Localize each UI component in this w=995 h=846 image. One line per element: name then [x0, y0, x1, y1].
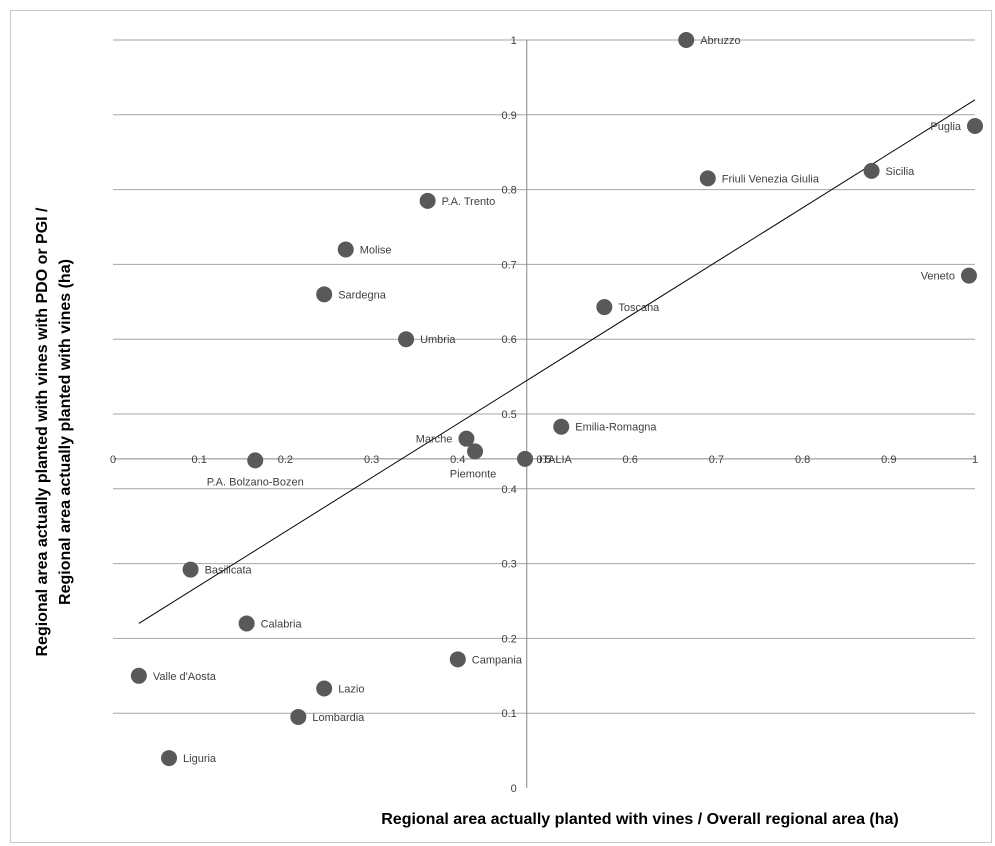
data-label: Umbria	[420, 334, 456, 346]
data-label: Abruzzo	[700, 35, 740, 47]
data-label: Emilia-Romagna	[575, 422, 657, 434]
y-tick-label: 0.8	[501, 185, 516, 197]
x-tick-label: 0.1	[192, 454, 207, 466]
data-label: Toscana	[618, 302, 660, 314]
y-tick-label: 0.5	[501, 409, 516, 421]
data-label: Campania	[472, 654, 523, 666]
x-tick-label: 0.2	[278, 454, 293, 466]
x-tick-label: 0	[110, 454, 116, 466]
data-point	[863, 162, 880, 179]
data-point	[467, 443, 484, 460]
x-tick-label: 0.4	[450, 454, 465, 466]
x-tick-label: 0.5	[536, 454, 551, 466]
data-point	[960, 267, 977, 284]
data-point	[596, 299, 613, 316]
data-label: P.A. Bolzano-Bozen	[207, 476, 304, 488]
y-tick-label: 0.6	[501, 334, 516, 346]
y-tick-label: 0.3	[501, 559, 516, 571]
y-tick-label: 0.7	[501, 259, 516, 271]
data-label: Lombardia	[312, 712, 365, 724]
x-axis-title: Regional area actually planted with vine…	[381, 811, 899, 828]
data-point	[182, 561, 199, 578]
trendline	[138, 99, 976, 624]
data-point	[161, 750, 178, 767]
data-point	[458, 430, 475, 447]
data-label: Sicilia	[886, 166, 916, 178]
data-label: ITALIA	[539, 454, 572, 466]
data-point	[398, 331, 415, 348]
data-label: Puglia	[930, 121, 961, 133]
data-label: P.A. Trento	[442, 196, 496, 208]
chart-frame	[10, 10, 992, 843]
data-point	[247, 452, 264, 469]
data-label: Veneto	[921, 271, 955, 283]
x-tick-label: 1	[972, 454, 978, 466]
y-tick-label: 0.9	[501, 110, 516, 122]
data-label: Sardegna	[338, 289, 387, 301]
data-point	[517, 450, 534, 467]
data-point	[553, 418, 570, 435]
data-point	[130, 667, 147, 684]
data-point	[449, 651, 466, 668]
data-label: Calabria	[261, 618, 303, 630]
data-point	[699, 170, 716, 187]
y-tick-label: 0.4	[501, 484, 516, 496]
data-point	[316, 286, 333, 303]
x-tick-label: 0.3	[364, 454, 379, 466]
x-tick-label: 0.7	[709, 454, 724, 466]
data-label: Liguria	[183, 753, 217, 765]
x-tick-label: 0.9	[881, 454, 896, 466]
y-tick-label: 0.2	[501, 633, 516, 645]
y-tick-label: 0	[511, 783, 517, 795]
data-point	[290, 708, 307, 725]
data-label: Basilicata	[205, 565, 253, 577]
data-label: Molise	[360, 244, 392, 256]
data-point	[678, 32, 695, 48]
data-point	[967, 118, 983, 135]
y-tick-label: 0.1	[501, 708, 516, 720]
data-point	[316, 680, 333, 697]
data-label: Valle d'Aosta	[153, 671, 217, 683]
data-label: Friuli Venezia Giulia	[722, 173, 820, 185]
data-point	[419, 192, 436, 209]
data-label: Piemonte	[450, 468, 496, 480]
data-point	[238, 615, 255, 632]
y-tick-label: 1	[511, 35, 517, 47]
y-axis-title-line-2: Regional area actually planted with vine…	[57, 259, 74, 605]
x-tick-label: 0.8	[795, 454, 810, 466]
data-label: Marche	[416, 434, 453, 446]
data-label: Lazio	[338, 684, 364, 696]
data-point	[337, 241, 354, 258]
x-tick-label: 0.6	[623, 454, 638, 466]
y-axis-title-line-1: Regional area actually planted with vine…	[34, 207, 51, 657]
